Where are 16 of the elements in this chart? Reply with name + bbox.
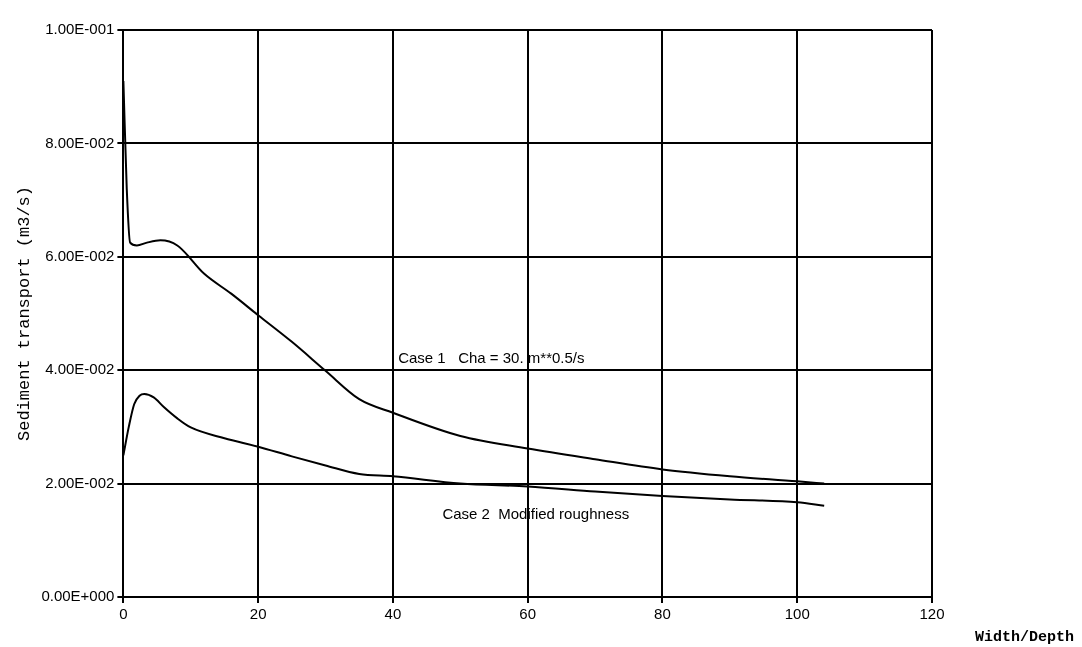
x-tick-label: 120 (919, 605, 945, 623)
y-tick-label: 1.00E-001 (45, 20, 115, 38)
x-tick-label: 20 (249, 605, 267, 623)
annotation: Case 1 Cha = 30. m**0.5/s (398, 349, 585, 366)
x-tick-label: 40 (384, 605, 402, 623)
y-tick-label: 6.00E-002 (45, 246, 115, 264)
y-axis-title: Sediment transport (m3/s) (14, 185, 34, 442)
y-tick-label: 8.00E-002 (45, 133, 115, 151)
x-tick-label: 0 (119, 605, 128, 623)
x-tick-label: 100 (784, 605, 810, 623)
x-tick-label: 60 (519, 605, 537, 623)
y-tick-label: 4.00E-002 (45, 360, 115, 378)
x-tick-label: 80 (654, 605, 671, 623)
y-tick-label: 0.00E+000 (41, 587, 115, 605)
y-tick-label: 2.00E-002 (45, 473, 115, 491)
x-axis-title: Width/Depth (974, 628, 1074, 646)
